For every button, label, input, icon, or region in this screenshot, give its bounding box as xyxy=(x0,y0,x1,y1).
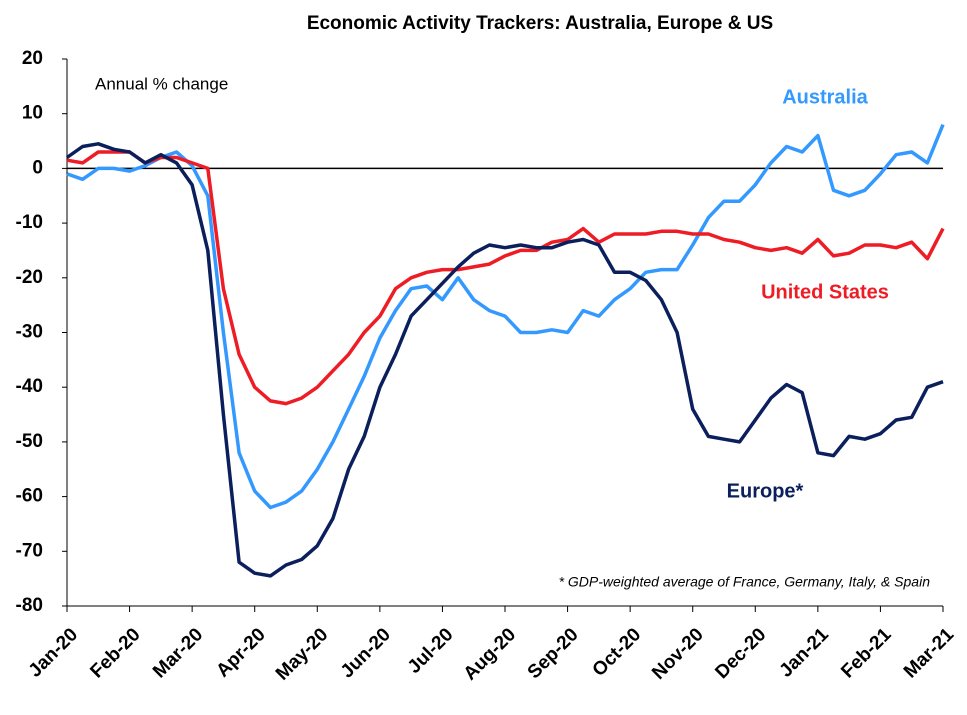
series-line xyxy=(66,123,945,510)
y-tick-label: -10 xyxy=(16,212,43,233)
x-tick-label: Nov-20 xyxy=(648,624,708,684)
x-tick-label: Mar-21 xyxy=(900,624,958,682)
annotation: Annual % change xyxy=(95,74,228,93)
x-tick-label: Jun-20 xyxy=(337,624,395,682)
x-tick-label: Jul-20 xyxy=(404,624,458,678)
x-tick-label: Dec-20 xyxy=(711,624,770,683)
y-tick-label: -60 xyxy=(16,486,43,507)
x-tick-label: Jan-21 xyxy=(776,624,834,682)
y-tick-label: 20 xyxy=(22,48,43,69)
legend-label: United States xyxy=(761,281,889,303)
x-tick-label: Sep-20 xyxy=(524,624,583,683)
x-tick-label: Oct-20 xyxy=(589,624,646,681)
x-tick-label: Mar-20 xyxy=(149,624,207,682)
legend-label: Europe* xyxy=(727,480,804,502)
series-line xyxy=(65,142,944,578)
x-tick-label: Apr-20 xyxy=(212,624,269,681)
y-tick-label: -70 xyxy=(16,540,43,561)
y-tick-label: -20 xyxy=(16,267,43,288)
y-tick-label: -50 xyxy=(16,431,43,452)
y-tick-label: -80 xyxy=(16,595,43,616)
x-tick-label: May-20 xyxy=(272,624,332,684)
chart-title: Economic Activity Trackers: Australia, E… xyxy=(307,13,773,34)
x-tick-label: Feb-20 xyxy=(86,624,144,682)
x-tick-label: Aug-20 xyxy=(460,624,520,684)
y-tick-label: 0 xyxy=(32,157,43,178)
y-tick-label: -40 xyxy=(16,376,43,397)
y-tick-label: 10 xyxy=(22,103,43,124)
series-line xyxy=(66,150,945,406)
x-tick-label: Feb-21 xyxy=(837,624,895,682)
x-tick-label: Jan-20 xyxy=(25,624,82,681)
y-tick-label: -30 xyxy=(16,322,43,343)
legend-label: Australia xyxy=(782,86,868,108)
footnote: * GDP-weighted average of France, German… xyxy=(559,574,931,590)
